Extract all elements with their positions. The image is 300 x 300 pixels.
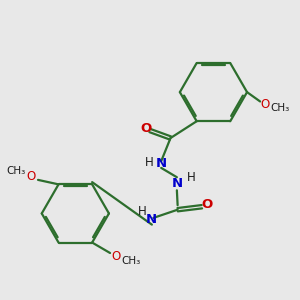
- Text: O: O: [27, 170, 36, 183]
- Text: CH₃: CH₃: [7, 166, 26, 176]
- Text: H: H: [138, 205, 146, 218]
- Text: H: H: [145, 156, 154, 169]
- Text: O: O: [261, 98, 270, 111]
- Text: N: N: [146, 212, 157, 226]
- Text: O: O: [201, 198, 212, 211]
- Text: CH₃: CH₃: [270, 103, 289, 113]
- Text: H: H: [187, 171, 195, 184]
- Text: N: N: [172, 177, 183, 190]
- Text: O: O: [140, 122, 151, 135]
- Text: CH₃: CH₃: [121, 256, 140, 266]
- Text: O: O: [111, 250, 120, 263]
- Text: N: N: [156, 157, 167, 169]
